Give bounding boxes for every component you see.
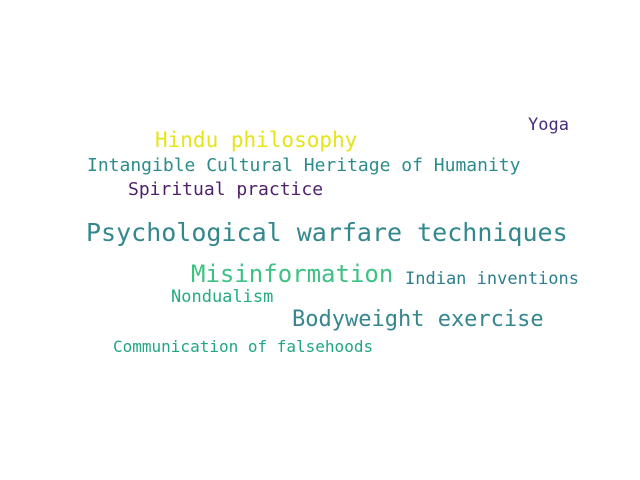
word-nondualism: Nondualism	[171, 287, 274, 307]
word-spiritual-practice: Spiritual practice	[128, 179, 324, 200]
word-indian-inventions: Indian inventions	[405, 269, 579, 289]
word-psychological-warfare: Psychological warfare techniques	[86, 218, 568, 247]
word-communication-of-falsehoods: Communication of falsehoods	[113, 337, 374, 356]
word-bodyweight-exercise: Bodyweight exercise	[292, 307, 544, 332]
word-yoga: Yoga	[528, 115, 569, 135]
word-intangible-cultural-heritage: Intangible Cultural Heritage of Humanity	[87, 155, 521, 176]
word-misinformation: Misinformation	[191, 260, 394, 288]
word-hindu-philosophy: Hindu philosophy	[155, 128, 358, 152]
